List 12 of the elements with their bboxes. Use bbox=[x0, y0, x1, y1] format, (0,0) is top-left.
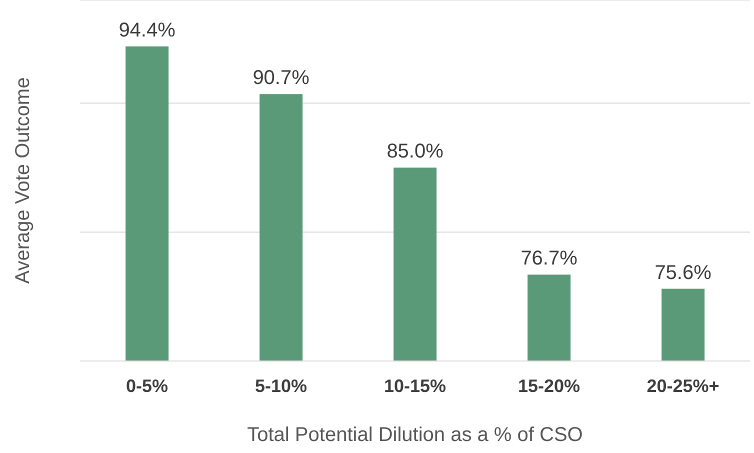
y-axis-title: Average Vote Outcome bbox=[12, 77, 34, 284]
x-axis-title: Total Potential Dilution as a % of CSO bbox=[247, 424, 583, 446]
x-tick-label: 20-25%+ bbox=[646, 376, 720, 396]
data-label: 75.6% bbox=[654, 262, 712, 284]
data-label: 94.4% bbox=[118, 19, 176, 42]
x-tick-label: 5-10% bbox=[254, 376, 308, 396]
x-tick-label: 10-15% bbox=[384, 376, 446, 396]
data-label: 85.0% bbox=[386, 140, 444, 163]
x-tick-label: 0-5% bbox=[126, 376, 168, 396]
data-label: 90.7% bbox=[252, 67, 310, 90]
x-tick-label: 15-20% bbox=[518, 376, 580, 396]
data-label: 76.7% bbox=[520, 248, 578, 270]
